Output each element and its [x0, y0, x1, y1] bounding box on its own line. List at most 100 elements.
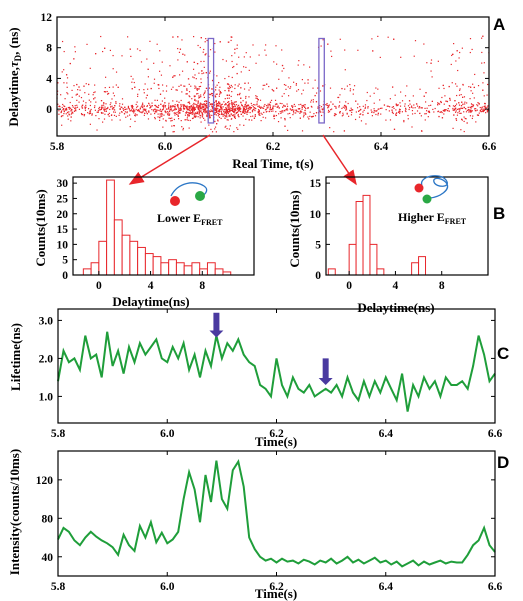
scatter-point	[180, 120, 182, 122]
scatter-point	[466, 122, 468, 124]
scatter-point	[191, 117, 194, 120]
scatter-point	[474, 73, 476, 76]
scatter-point	[234, 48, 236, 50]
scatter-point	[310, 99, 313, 101]
scatter-point	[187, 114, 189, 116]
scatter-point	[485, 112, 487, 114]
scatter-point	[117, 86, 119, 88]
scatter-point	[458, 57, 460, 59]
scatter-point	[217, 119, 219, 121]
scatter-point	[189, 119, 191, 122]
scatter-point	[329, 127, 331, 129]
scatter-point	[299, 117, 301, 119]
scatter-point	[125, 116, 127, 118]
scatter-point	[131, 107, 133, 109]
scatter-point	[473, 86, 475, 89]
scatter-point	[193, 35, 195, 38]
scatter-point	[178, 108, 180, 110]
scatter-point	[421, 107, 423, 109]
scatter-point	[173, 118, 175, 121]
scatter-point	[229, 111, 231, 113]
scatter-point	[227, 104, 230, 106]
scatter-point	[393, 107, 395, 110]
scatter-point	[230, 113, 232, 115]
scatter-point	[299, 112, 301, 114]
scatter-point	[269, 104, 271, 106]
scatter-point	[71, 111, 73, 113]
scatter-point	[329, 87, 332, 89]
scatter-point	[171, 110, 173, 112]
scatter-point	[228, 115, 230, 117]
x-tick-label: 5.8	[51, 428, 66, 440]
scatter-point	[464, 117, 466, 120]
scatter-point	[69, 114, 71, 116]
scatter-point	[385, 119, 387, 121]
scatter-point	[283, 105, 285, 107]
scatter-point	[359, 113, 361, 116]
scatter-point	[233, 111, 235, 113]
scatter-point	[315, 92, 318, 94]
scatter-point	[243, 124, 245, 126]
scatter-point	[136, 101, 138, 103]
scatter-point	[251, 110, 253, 112]
scatter-point	[219, 93, 221, 95]
histogram-bar	[376, 268, 385, 276]
scatter-point	[245, 106, 247, 108]
scatter-point	[198, 86, 200, 88]
scatter-point	[154, 116, 156, 119]
scatter-point	[196, 111, 198, 113]
scatter-point	[170, 108, 172, 110]
scatter-point	[359, 106, 361, 108]
scatter-point	[158, 109, 160, 112]
scatter-point	[346, 113, 348, 115]
scatter-point	[198, 112, 201, 114]
scatter-point	[262, 84, 264, 86]
scatter-point	[238, 56, 240, 58]
scatter-point	[211, 103, 214, 106]
scatter-point	[76, 106, 79, 108]
scatter-point	[67, 115, 69, 117]
scatter-point	[199, 104, 201, 106]
scatter-point	[233, 103, 235, 105]
scatter-point	[470, 106, 473, 108]
scatter-point	[87, 108, 90, 110]
scatter-point	[223, 101, 225, 103]
scatter-point	[345, 106, 347, 108]
scatter-point	[206, 110, 208, 112]
scatter-point	[191, 113, 193, 115]
scatter-point	[277, 120, 280, 123]
scatter-point	[260, 112, 262, 114]
scatter-point	[174, 107, 176, 110]
scatter-point	[205, 100, 207, 102]
scatter-point	[228, 109, 231, 111]
scatter-point	[187, 111, 189, 114]
scatter-point	[227, 104, 229, 106]
scatter-point	[327, 109, 330, 111]
scatter-point	[172, 131, 174, 133]
scatter-point	[386, 105, 388, 107]
scatter-point	[385, 109, 387, 111]
scatter-point	[464, 108, 467, 110]
scatter-point	[68, 108, 71, 110]
scatter-point	[224, 104, 226, 106]
scatter-point	[149, 107, 151, 109]
scatter-point	[248, 107, 250, 109]
scatter-point	[144, 83, 146, 85]
scatter-point	[112, 111, 115, 113]
scatter-point	[231, 76, 233, 79]
scatter-point	[234, 115, 236, 117]
scatter-point	[174, 75, 176, 77]
scatter-point	[88, 113, 91, 115]
scatter-point	[188, 127, 190, 129]
scatter-point	[185, 112, 187, 114]
scatter-point	[256, 103, 258, 105]
scatter-point	[112, 54, 114, 57]
scatter-point	[227, 108, 230, 110]
scatter-point	[322, 85, 324, 87]
scatter-point	[242, 109, 245, 111]
scatter-point	[111, 105, 113, 107]
scatter-point	[162, 90, 164, 92]
scatter-point	[143, 89, 145, 91]
scatter-point	[188, 115, 190, 117]
